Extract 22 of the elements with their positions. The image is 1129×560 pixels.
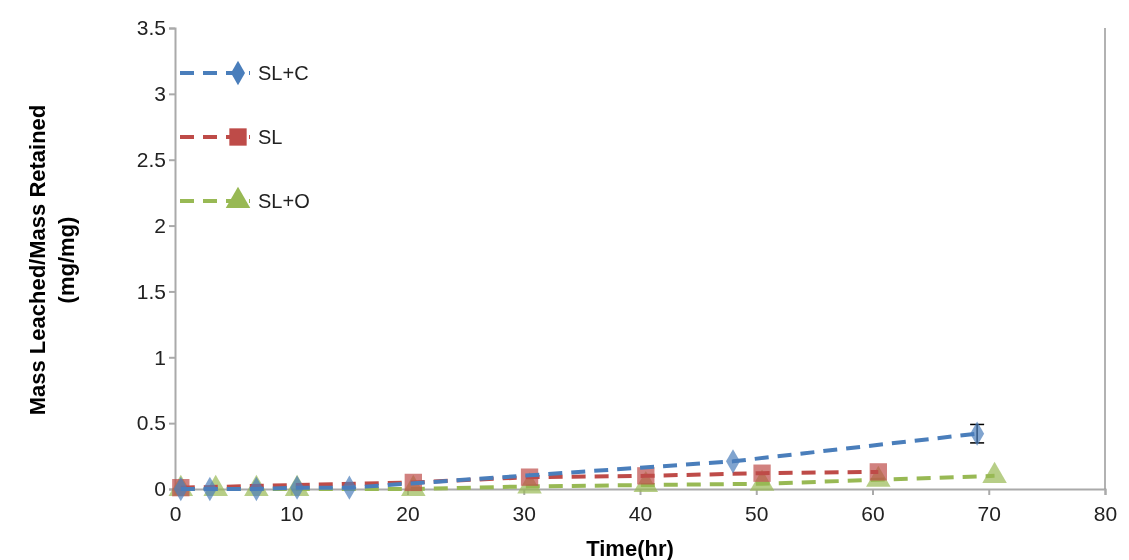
y-tick-label: 0.5 bbox=[136, 411, 166, 435]
legend-label: SL+C bbox=[258, 62, 309, 84]
y-tick-label: 2 bbox=[154, 213, 166, 237]
y-tick-label: 3.5 bbox=[136, 16, 166, 40]
y-tick-label: 2.5 bbox=[136, 147, 166, 171]
x-tick-label: 70 bbox=[977, 502, 1001, 526]
x-tick-label: 30 bbox=[512, 502, 536, 526]
x-tick-label: 80 bbox=[1093, 502, 1118, 526]
legend-label: SL+O bbox=[258, 190, 310, 212]
x-tick-label: 50 bbox=[745, 502, 769, 526]
x-tick-label: 10 bbox=[280, 502, 304, 526]
x-tick-label: 20 bbox=[396, 502, 420, 526]
y-tick-label: 1.5 bbox=[136, 279, 166, 303]
y-tick-label: 3 bbox=[154, 82, 166, 106]
y-axis-title: Mass Leached/Mass Retained (mg/mg) bbox=[25, 104, 79, 416]
x-tick-label: 40 bbox=[628, 502, 653, 526]
legend-label: SL bbox=[258, 126, 283, 148]
x-axis-title: Time(hr) bbox=[586, 536, 674, 560]
x-tick-label: 60 bbox=[861, 502, 885, 526]
y-tick-label: 0 bbox=[154, 477, 166, 501]
x-tick-label: 0 bbox=[169, 502, 182, 526]
y-tick-label: 1 bbox=[154, 345, 166, 369]
